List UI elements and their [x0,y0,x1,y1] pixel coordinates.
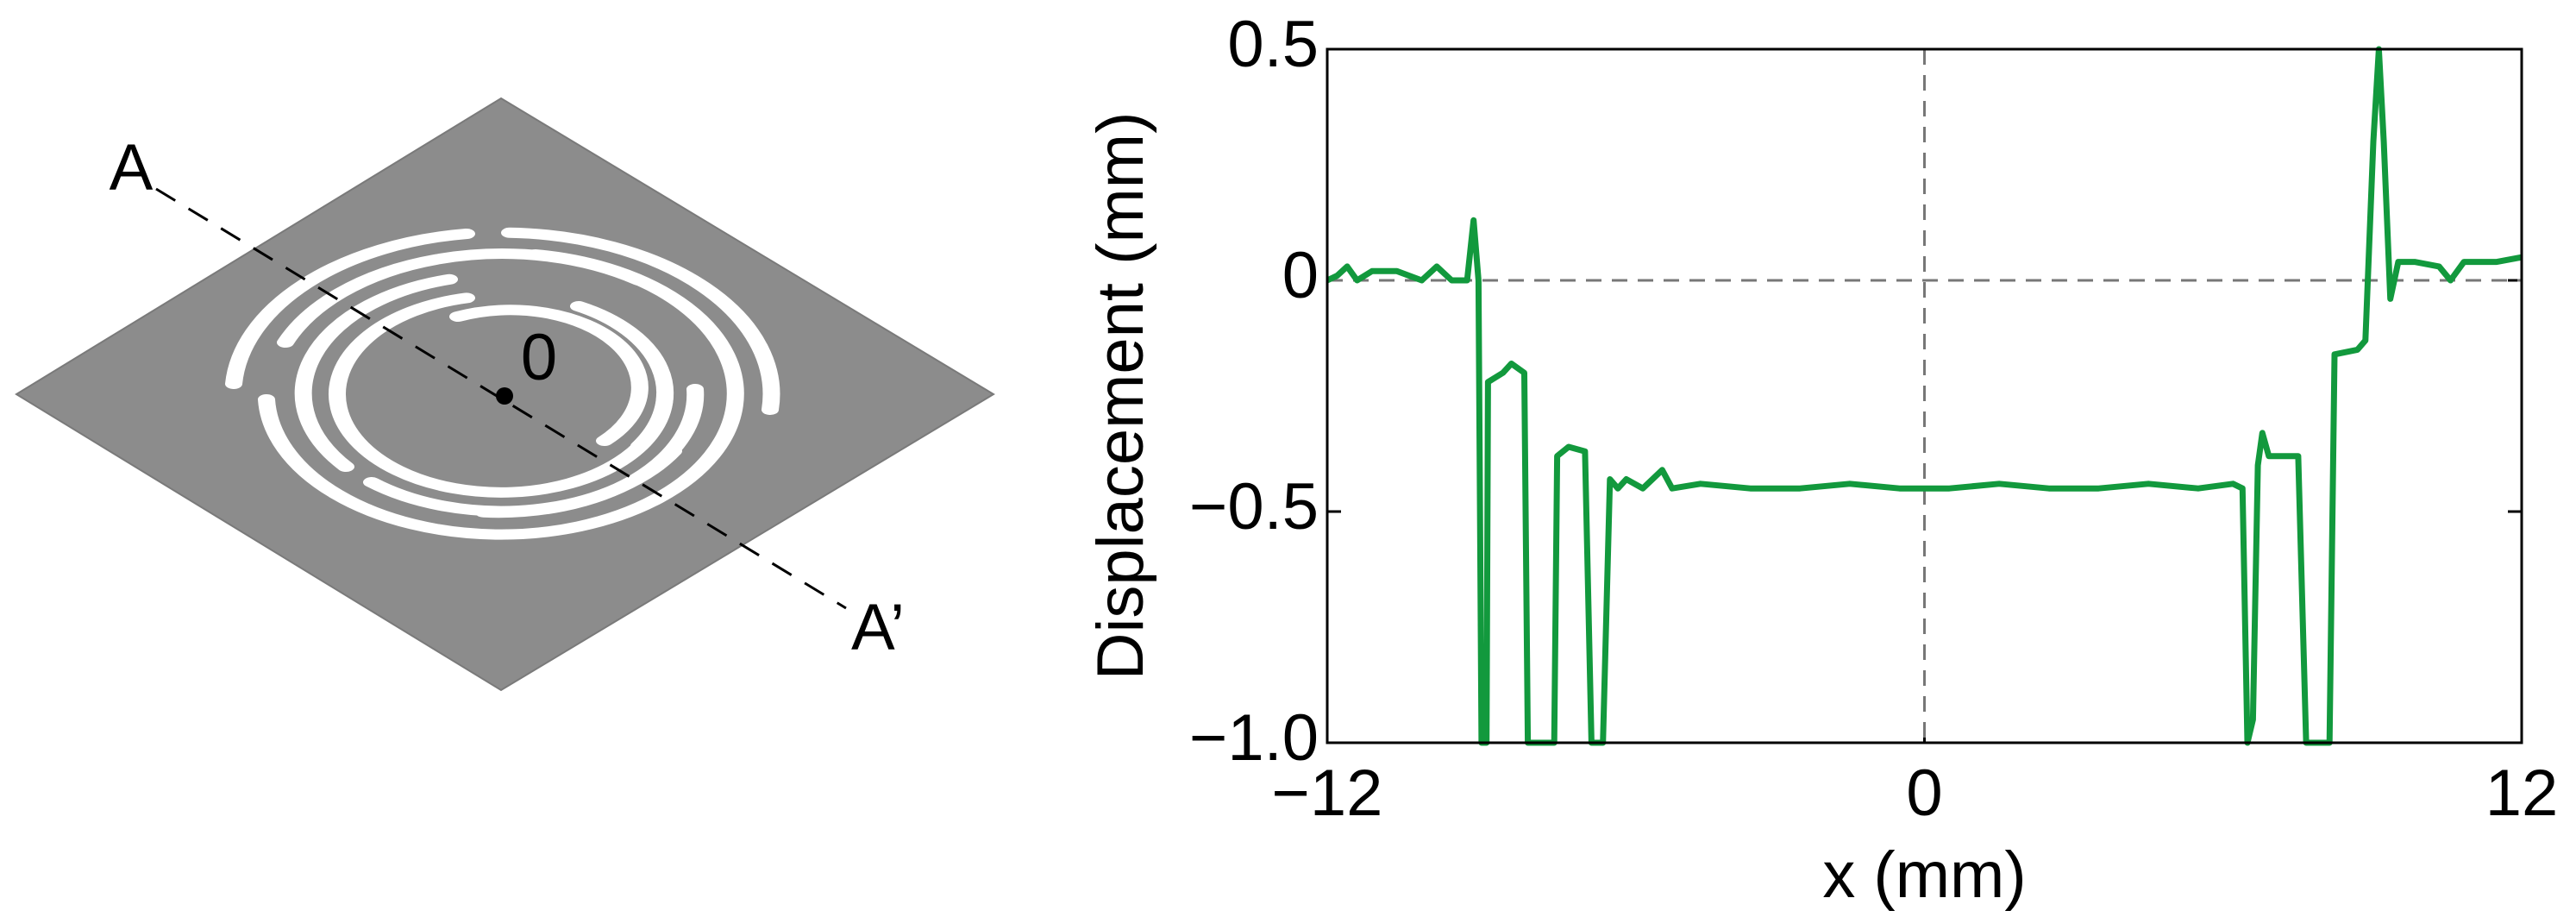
x-axis-label: x (mm) [1822,838,2026,912]
origin-dot [496,387,513,405]
slot [363,446,682,517]
x-tick-label: 0 [1906,757,1942,830]
x-tick-label: −12 [1272,757,1383,830]
y-tick-label: 0.5 [1227,8,1319,81]
label-a-prime: A’ [851,591,905,664]
slot [225,228,475,389]
slot [501,227,780,416]
spiral-slots [225,227,780,540]
label-origin: 0 [521,321,557,394]
y-tick-label: −0.5 [1189,470,1319,543]
plate-diagram: A A’ 0 [15,97,995,692]
y-tick-label: −1.0 [1189,701,1319,775]
label-a: A [110,131,154,204]
plot-frame [1326,47,2523,744]
data-line [1326,46,2523,746]
y-axis-label: Displacement (mm) [1084,112,1157,681]
slot [449,305,649,447]
chart: −12 0 12 −1.0 −0.5 0 0.5 x (mm) Displacement (mm… [1084,8,2558,912]
section-line [155,187,847,610]
slot [294,273,458,473]
y-tick-label: 0 [1282,239,1319,312]
x-tick-label: 12 [2485,757,2559,830]
slot [258,248,744,540]
slot [277,248,648,348]
slot [329,292,674,498]
